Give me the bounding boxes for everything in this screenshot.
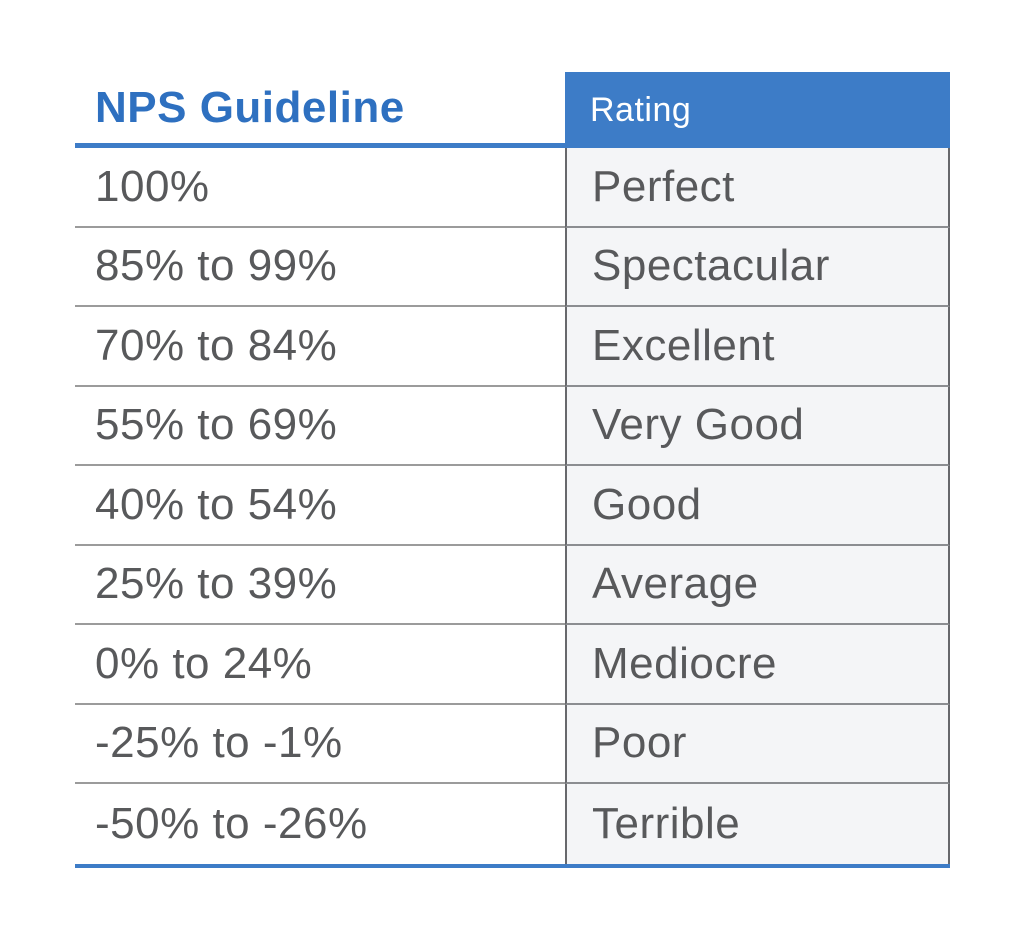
guideline-cell: -25% to -1% bbox=[75, 704, 565, 784]
table-header-nps-guideline: NPS Guideline bbox=[75, 72, 565, 148]
rating-cell: Very Good bbox=[565, 386, 950, 466]
guideline-cell: 55% to 69% bbox=[75, 386, 565, 466]
guideline-cell: 70% to 84% bbox=[75, 307, 565, 387]
guideline-cell: 85% to 99% bbox=[75, 227, 565, 307]
rating-cell: Good bbox=[565, 466, 950, 546]
rating-cell: Excellent bbox=[565, 307, 950, 387]
rating-cell: Average bbox=[565, 545, 950, 625]
rating-cell: Spectacular bbox=[565, 227, 950, 307]
rating-cell: Perfect bbox=[565, 148, 950, 228]
table-header-rating: Rating bbox=[565, 72, 950, 148]
rating-cell: Terrible bbox=[565, 784, 950, 864]
rating-cell: Mediocre bbox=[565, 625, 950, 705]
guideline-cell: 40% to 54% bbox=[75, 466, 565, 546]
guideline-cell: 25% to 39% bbox=[75, 545, 565, 625]
rating-cell: Poor bbox=[565, 704, 950, 784]
guideline-cell: 100% bbox=[75, 148, 565, 228]
guideline-cell: -50% to -26% bbox=[75, 784, 565, 864]
guideline-cell: 0% to 24% bbox=[75, 625, 565, 705]
nps-rating-table: NPS Guideline Rating 100% Perfect 85% to… bbox=[75, 72, 950, 868]
